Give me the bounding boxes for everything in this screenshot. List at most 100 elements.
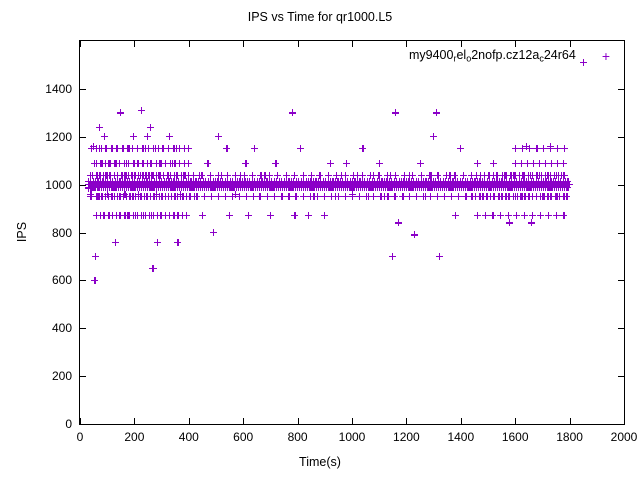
data-point — [109, 178, 117, 186]
data-point — [123, 159, 130, 167]
data-point — [553, 159, 561, 167]
data-point — [95, 181, 103, 189]
data-point — [296, 183, 303, 191]
data-point — [258, 181, 266, 189]
data-point — [240, 171, 248, 179]
x-tick-mark — [243, 41, 244, 47]
data-point — [207, 178, 215, 186]
data-point — [120, 159, 128, 167]
data-point — [554, 183, 562, 191]
data-point — [391, 183, 399, 191]
data-point — [398, 181, 405, 189]
data-point — [151, 193, 159, 201]
data-point — [143, 178, 151, 186]
data-point — [405, 178, 413, 186]
data-point — [415, 181, 423, 189]
data-point — [254, 183, 262, 191]
data-point — [126, 181, 134, 189]
data-point — [358, 181, 366, 189]
data-point — [532, 183, 540, 191]
data-point — [155, 181, 163, 189]
data-point — [285, 181, 293, 189]
data-point — [370, 183, 378, 191]
data-point — [158, 181, 166, 189]
data-point — [462, 181, 470, 189]
data-point — [231, 181, 239, 189]
x-tick-mark — [298, 418, 299, 424]
data-point — [378, 181, 386, 189]
data-point — [417, 178, 425, 186]
data-point — [516, 181, 524, 189]
data-point — [415, 178, 423, 186]
data-point — [189, 183, 197, 191]
data-point — [86, 181, 94, 189]
data-point — [539, 178, 547, 186]
data-point — [253, 178, 261, 186]
data-point — [467, 181, 475, 189]
data-point — [316, 181, 324, 189]
data-point — [402, 178, 410, 186]
data-point — [375, 178, 383, 186]
data-point — [502, 181, 510, 189]
data-point — [92, 159, 100, 167]
data-point — [541, 181, 549, 189]
data-point — [434, 181, 442, 189]
data-point — [318, 181, 326, 189]
data-point — [271, 181, 279, 189]
data-point — [226, 212, 234, 220]
data-point — [206, 181, 214, 189]
data-point — [432, 178, 440, 186]
data-point — [353, 183, 361, 191]
data-point — [167, 181, 175, 189]
data-point — [564, 183, 572, 191]
data-point — [533, 171, 541, 179]
data-point — [327, 193, 335, 201]
y-tick-mark — [80, 137, 86, 138]
data-point — [541, 181, 549, 189]
data-point — [517, 178, 525, 186]
data-point — [219, 183, 227, 191]
data-point — [464, 178, 472, 186]
data-point — [448, 181, 456, 189]
data-point — [494, 171, 502, 179]
data-point — [563, 193, 571, 201]
data-point — [392, 181, 400, 189]
data-point — [316, 171, 324, 179]
data-point — [348, 190, 356, 198]
data-point — [238, 178, 246, 186]
data-point — [404, 183, 412, 191]
data-point — [110, 181, 118, 189]
data-point — [366, 181, 374, 189]
data-point — [184, 181, 192, 189]
data-point — [91, 181, 99, 189]
data-point — [144, 133, 152, 141]
data-point — [99, 181, 107, 189]
data-point — [536, 212, 544, 220]
data-point — [543, 183, 551, 191]
data-point — [341, 183, 349, 191]
data-point — [157, 181, 165, 189]
data-point — [486, 178, 494, 186]
data-point — [414, 181, 422, 189]
data-point — [547, 178, 555, 186]
data-point — [524, 171, 532, 179]
data-point — [212, 181, 220, 189]
data-point — [559, 178, 567, 186]
data-point — [128, 171, 136, 179]
data-point — [201, 181, 209, 189]
data-point — [414, 181, 422, 189]
data-point — [288, 109, 296, 117]
data-point — [484, 183, 492, 191]
x-tick-mark — [189, 41, 190, 47]
data-point — [170, 178, 178, 186]
data-point — [469, 193, 477, 201]
data-point — [528, 219, 536, 227]
data-point — [498, 181, 506, 189]
data-point — [145, 171, 153, 179]
data-point — [547, 145, 555, 153]
data-point — [472, 171, 480, 179]
data-point — [313, 181, 321, 189]
data-point — [179, 193, 187, 201]
data-point — [511, 159, 519, 167]
x-tick-label: 800 — [287, 430, 308, 444]
